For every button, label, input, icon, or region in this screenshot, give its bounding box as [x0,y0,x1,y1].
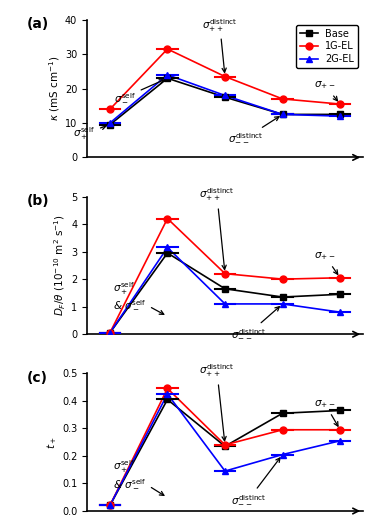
Text: (b): (b) [26,194,49,208]
Text: $\sigma_{++}^{\mathrm{distinct}}$: $\sigma_{++}^{\mathrm{distinct}}$ [199,187,235,270]
Text: $\sigma_{++}^{\mathrm{distinct}}$: $\sigma_{++}^{\mathrm{distinct}}$ [199,363,235,440]
Text: $\sigma_{--}^{\mathrm{distinct}}$: $\sigma_{--}^{\mathrm{distinct}}$ [231,306,279,340]
Text: $\sigma_{--}^{\mathrm{distinct}}$: $\sigma_{--}^{\mathrm{distinct}}$ [228,117,279,144]
Y-axis label: $\kappa$ (mS cm$^{-1}$): $\kappa$ (mS cm$^{-1}$) [47,56,62,121]
Text: (a): (a) [26,17,48,31]
Text: $\sigma_+^{\mathrm{self}}$: $\sigma_+^{\mathrm{self}}$ [73,125,106,142]
Text: $\sigma_+^{\mathrm{self}}$
& $\sigma_-^{\mathrm{self}}$: $\sigma_+^{\mathrm{self}}$ & $\sigma_-^{… [113,458,164,495]
Text: (c): (c) [26,371,47,385]
Y-axis label: $D_F / \theta$ (10$^{-10}$ m$^2$ s$^{-1}$): $D_F / \theta$ (10$^{-10}$ m$^2$ s$^{-1}… [53,214,68,317]
Text: $\sigma_{+-}$: $\sigma_{+-}$ [314,398,338,426]
Text: $\sigma_+^{\mathrm{self}}$
& $\sigma_-^{\mathrm{self}}$: $\sigma_+^{\mathrm{self}}$ & $\sigma_-^{… [113,280,164,314]
Text: $\sigma_-^{\mathrm{self}}$: $\sigma_-^{\mathrm{self}}$ [114,80,164,104]
Legend: Base, 1G-EL, 2G-EL: Base, 1G-EL, 2G-EL [296,24,358,68]
Y-axis label: $t_+$: $t_+$ [45,436,59,448]
Text: $\sigma_{+-}$: $\sigma_{+-}$ [314,250,338,275]
Text: $\sigma_{++}^{\mathrm{distinct}}$: $\sigma_{++}^{\mathrm{distinct}}$ [202,16,238,72]
Text: $\sigma_{--}^{\mathrm{distinct}}$: $\sigma_{--}^{\mathrm{distinct}}$ [231,458,280,506]
Text: $\sigma_{+-}$: $\sigma_{+-}$ [314,79,338,101]
